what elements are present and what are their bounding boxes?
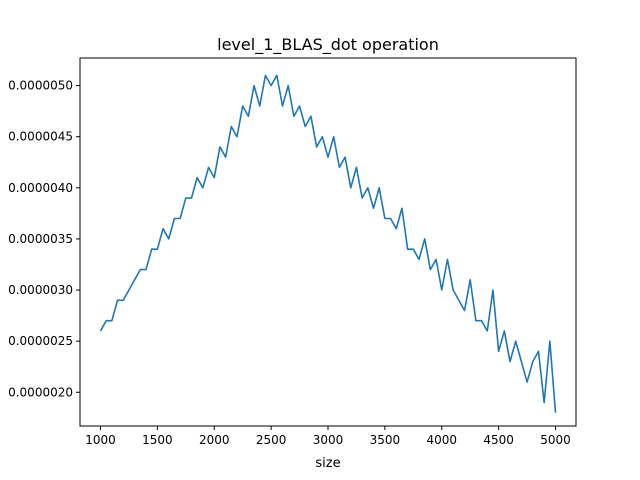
x-tick-label: 4000 [426,433,457,447]
x-tick-label: 1000 [85,433,116,447]
y-tick-label: 0.0000020 [8,385,73,399]
y-tick-label: 0.0000025 [8,334,73,348]
y-tick-label: 0.0000050 [8,79,73,93]
y-tick-label: 0.0000035 [8,232,73,246]
x-axis: 1000 1500 2000 2500 3000 3500 4000 4500 5000 [85,426,571,447]
x-tick-label: 5000 [540,433,571,447]
x-tick-label: 2500 [256,433,287,447]
plot-frame [79,57,577,427]
x-tick-label: 1500 [142,433,173,447]
x-tick-label: 4500 [483,433,514,447]
y-axis: 0.0000020 0.0000025 0.0000030 0.0000035 0.00… [8,79,80,399]
y-tick-label: 0.0000030 [8,283,73,297]
chart-title: level_1_BLAS_dot operation [217,35,439,55]
y-tick-label: 0.0000045 [8,130,73,144]
series-line [99,74,557,413]
y-tick-label: 0.0000040 [8,181,73,195]
plot-area [80,58,576,426]
x-tick-label: 2000 [199,433,230,447]
x-axis-title: size [315,456,340,471]
x-tick-label: 3500 [370,433,401,447]
x-tick-label: 3000 [313,433,344,447]
